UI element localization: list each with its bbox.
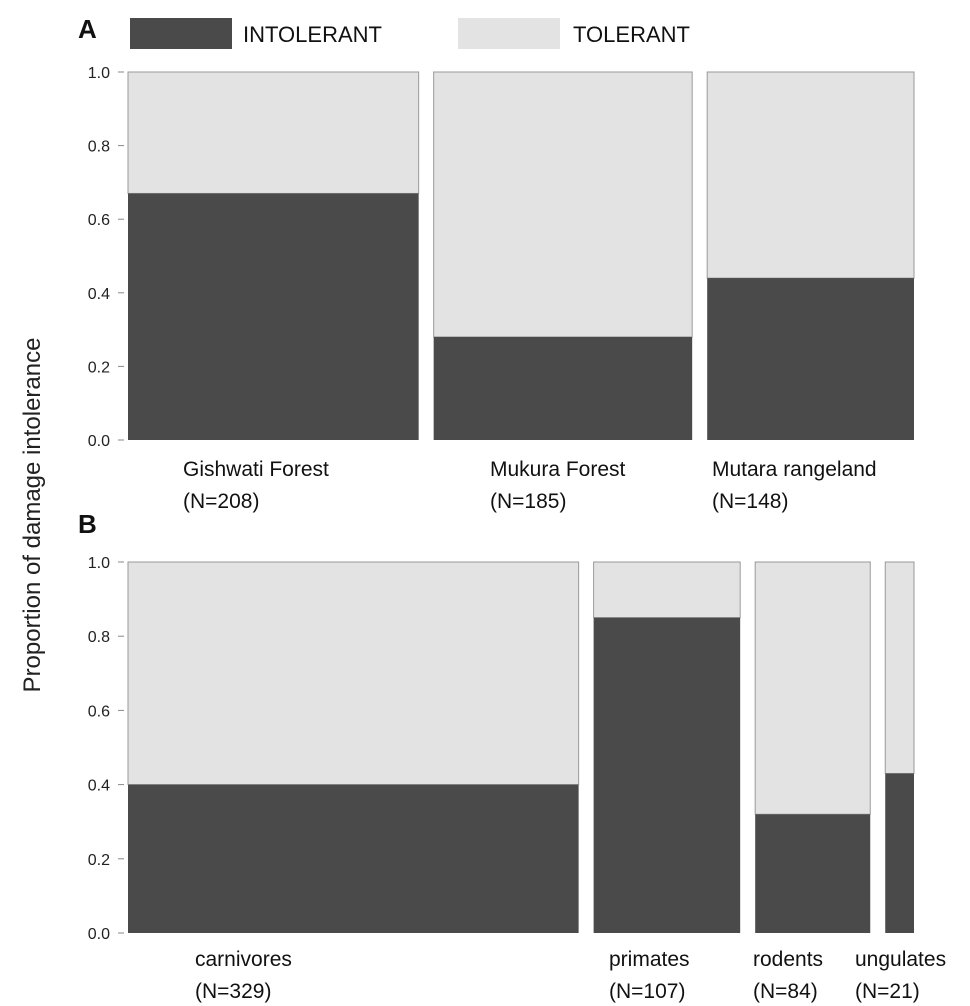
panel-letter-b: B [78,509,97,539]
y-axis-label: Proportion of damage intolerance [19,338,46,693]
panel-b-plot: 0.0 0.2 0.4 0.6 0.8 1.0 carnivores (N=329) prima… [88,555,946,1003]
ytick-label-b-4: 0.8 [88,629,110,646]
bar-tolerant-primates [593,561,741,619]
bar-intolerant-primates [593,617,741,933]
n-label-ungulates: (N=21) [855,980,920,1003]
bar-intolerant-carnivores [128,784,579,933]
category-label-rodents: rodents [753,948,823,971]
bar-tolerant-ungulates [884,561,915,774]
ytick-label-b-0: 0.0 [88,926,110,943]
n-label-gishwati-forest: (N=208) [183,490,259,513]
bar-tolerant-mukura-forest [433,71,693,338]
bar-intolerant-mutara-rangeland [707,278,914,440]
category-label-mukura-forest: Mukura Forest [490,458,626,481]
ytick-label-a-4: 0.8 [88,139,110,156]
bar-intolerant-ungulates [885,773,914,933]
bar-tolerant-rodents [754,561,871,815]
n-label-mutara-rangeland: (N=148) [712,490,788,513]
legend: INTOLERANT TOLERANT [130,18,690,49]
n-label-rodents: (N=84) [753,980,818,1003]
bar-tolerant-mutara-rangeland [706,71,915,279]
bar-tolerant-carnivores [127,561,580,786]
category-label-mutara-rangeland: Mutara rangeland [712,458,877,481]
legend-label-tolerant: TOLERANT [573,22,690,47]
category-label-primates: primates [609,948,690,971]
legend-swatch-tolerant [458,18,560,49]
ytick-label-a-3: 0.6 [88,212,110,229]
n-label-mukura-forest: (N=185) [490,490,566,513]
bar-intolerant-rodents [755,814,871,933]
ytick-label-a-2: 0.4 [88,286,110,303]
ytick-label-b-1: 0.2 [88,852,110,869]
panel-letter-a: A [78,14,97,44]
category-label-ungulates: ungulates [855,948,946,971]
ytick-label-b-5: 1.0 [88,555,110,572]
category-label-carnivores: carnivores [195,948,292,971]
bar-tolerant-gishwati-forest [127,71,420,194]
ytick-label-a-5: 1.0 [88,65,110,82]
panel-a-plot: 0.0 0.2 0.4 0.6 0.8 1.0 Gishwati Forest (N=208)… [88,65,915,513]
bar-intolerant-mukura-forest [433,336,693,440]
n-label-carnivores: (N=329) [195,980,271,1003]
n-label-primates: (N=107) [609,980,685,1003]
bar-intolerant-gishwati-forest [128,193,419,440]
category-label-gishwati-forest: Gishwati Forest [183,458,329,481]
legend-swatch-intolerant [130,18,232,49]
ytick-label-b-2: 0.4 [88,778,110,795]
ytick-label-a-1: 0.2 [88,359,110,376]
legend-label-intolerant: INTOLERANT [243,22,382,47]
ytick-label-b-3: 0.6 [88,703,110,720]
ytick-label-a-0: 0.0 [88,433,110,450]
